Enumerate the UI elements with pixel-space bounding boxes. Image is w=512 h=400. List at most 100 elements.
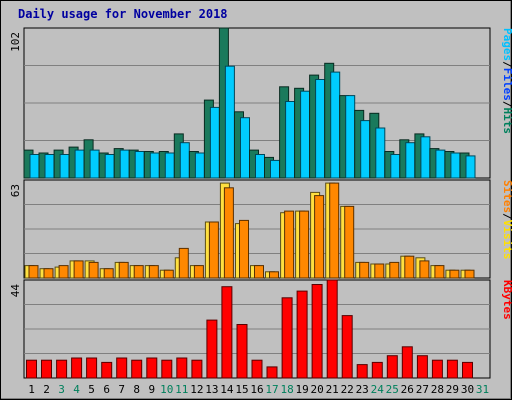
bar-pages-day-16: [255, 154, 265, 179]
day-label-4: 4: [73, 383, 80, 396]
bar-pages-day-20: [315, 79, 326, 179]
legend-entry: /: [501, 61, 512, 68]
bar-sites-day-2: [43, 268, 54, 279]
bar-kbytes-day-28: [431, 359, 443, 379]
bar-sites-day-1: [28, 265, 39, 279]
day-label-11: 11: [175, 383, 188, 396]
day-label-13: 13: [205, 383, 218, 396]
day-label-3: 3: [58, 383, 65, 396]
bar-sites-day-21: [329, 182, 340, 279]
day-label-10: 10: [160, 383, 173, 396]
bar-pages-day-26: [405, 142, 416, 179]
bar-sites-day-14: [223, 187, 234, 279]
day-label-17: 17: [265, 383, 278, 396]
bar-pages-day-15: [240, 117, 250, 179]
bar-sites-day-9: [148, 265, 159, 279]
bar-pages-day-22: [345, 95, 356, 179]
bar-sites-day-30: [464, 269, 475, 279]
bar-sites-day-17: [269, 271, 279, 279]
panel-visits-sites: 63 Sites/Visits: [9, 179, 512, 279]
day-label-22: 22: [341, 383, 354, 396]
day-label-21: 21: [326, 383, 339, 396]
bar-kbytes-day-6: [101, 361, 113, 379]
panel-series-label: KBytes: [501, 280, 512, 320]
day-label-28: 28: [431, 383, 444, 396]
day-label-9: 9: [148, 383, 155, 396]
bar-kbytes-day-16: [251, 359, 263, 379]
bar-sites-day-8: [133, 265, 144, 279]
bar-pages-day-14: [224, 65, 235, 179]
bar-pages-day-17: [270, 159, 280, 179]
bar-pages-day-19: [300, 90, 311, 179]
bar-sites-day-12: [193, 265, 204, 279]
bar-sites-day-20: [314, 195, 325, 279]
bar-sites-day-29: [449, 269, 460, 279]
bar-sites-day-27: [419, 260, 430, 279]
day-label-19: 19: [295, 383, 308, 396]
day-label-30: 30: [461, 383, 474, 396]
bar-sites-day-6: [103, 268, 114, 279]
bar-sites-day-4: [73, 260, 84, 279]
bar-pages-day-1: [29, 154, 40, 179]
bar-kbytes-day-1: [26, 359, 37, 379]
bar-kbytes-day-13: [206, 319, 218, 379]
bar-sites-day-15: [239, 219, 249, 279]
bar-pages-day-5: [89, 149, 100, 179]
day-label-25: 25: [386, 383, 399, 396]
bar-kbytes-day-27: [416, 355, 428, 379]
bar-pages-day-30: [465, 155, 476, 179]
bar-kbytes-day-21: [326, 279, 338, 379]
bar-pages-day-11: [179, 142, 190, 179]
bar-kbytes-day-23: [356, 364, 368, 379]
day-label-20: 20: [310, 383, 323, 396]
bar-kbytes-day-26: [401, 346, 413, 379]
legend-entry: Pages: [501, 28, 512, 61]
bar-pages-day-23: [360, 120, 371, 179]
day-label-12: 12: [190, 383, 203, 396]
panel-kbytes: 44 KBytes: [9, 279, 512, 379]
bar-pages-day-29: [450, 152, 461, 179]
day-label-31: 31: [476, 383, 489, 396]
bar-kbytes-day-8: [131, 359, 143, 379]
day-label-27: 27: [416, 383, 429, 396]
panel-max-label: 102: [9, 32, 22, 52]
bar-kbytes-day-22: [341, 315, 353, 379]
bar-sites-day-23: [359, 261, 370, 279]
bar-sites-day-10: [163, 269, 174, 279]
day-label-7: 7: [118, 383, 125, 396]
bar-pages-day-8: [134, 151, 145, 179]
bar-kbytes-day-14: [221, 286, 233, 379]
bar-sites-day-24: [374, 263, 385, 279]
bar-kbytes-day-10: [161, 359, 173, 379]
panel-max-label: 63: [9, 184, 22, 197]
bar-pages-day-13: [209, 106, 220, 179]
day-label-15: 15: [235, 383, 248, 396]
day-label-8: 8: [133, 383, 140, 396]
day-label-2: 2: [43, 383, 50, 396]
legend-entry: Files: [501, 68, 512, 101]
chart-title: Daily usage for November 2018: [18, 7, 228, 21]
day-label-18: 18: [280, 383, 293, 396]
bar-pages-day-9: [149, 152, 160, 179]
bar-sites-day-13: [208, 221, 219, 279]
day-label-23: 23: [356, 383, 369, 396]
bar-pages-day-24: [375, 127, 386, 179]
bar-pages-day-6: [104, 154, 115, 179]
bar-sites-day-3: [58, 265, 69, 279]
bar-kbytes-day-24: [371, 361, 383, 379]
bar-kbytes-day-18: [281, 297, 293, 379]
bar-kbytes-day-29: [446, 359, 458, 379]
bar-sites-day-22: [344, 205, 355, 279]
legend-entry: KBytes: [501, 280, 512, 320]
bar-kbytes-day-5: [86, 357, 98, 379]
bar-kbytes-day-19: [296, 290, 308, 379]
bar-kbytes-day-20: [311, 284, 323, 379]
bar-kbytes-day-30: [462, 361, 473, 379]
legend-entry: /: [501, 101, 512, 108]
day-label-6: 6: [103, 383, 110, 396]
day-label-29: 29: [446, 383, 459, 396]
bar-kbytes-day-25: [386, 355, 398, 379]
bar-kbytes-day-7: [116, 357, 128, 379]
bar-kbytes-day-15: [236, 324, 248, 379]
